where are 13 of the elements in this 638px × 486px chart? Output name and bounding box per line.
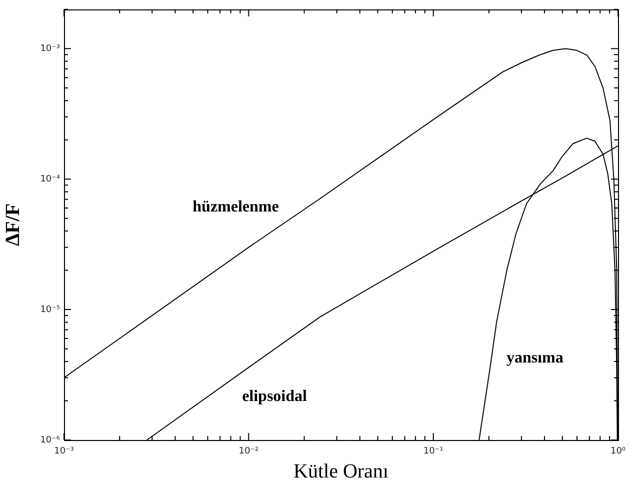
y-tick-label: 10⁻³ (40, 44, 60, 54)
x-tick-label: 10⁻³ (54, 446, 74, 457)
y-tick-label: 10⁻⁶ (40, 435, 60, 446)
y-axis-title: ΔF/F (2, 203, 24, 246)
y-tick-label: 10⁻⁴ (40, 174, 60, 184)
x-axis-title: Kütle Oranı (294, 460, 389, 482)
series-label: hüzmelenme (192, 198, 279, 216)
x-tick-label: 10⁻² (238, 446, 259, 457)
series-label: elipsoidal (242, 388, 308, 406)
y-tick-label: 10⁻⁵ (40, 304, 60, 315)
series-label: yansıma (506, 349, 564, 366)
x-tick-label: 10⁰ (610, 446, 626, 457)
x-tick-label: 10⁻¹ (423, 446, 444, 457)
